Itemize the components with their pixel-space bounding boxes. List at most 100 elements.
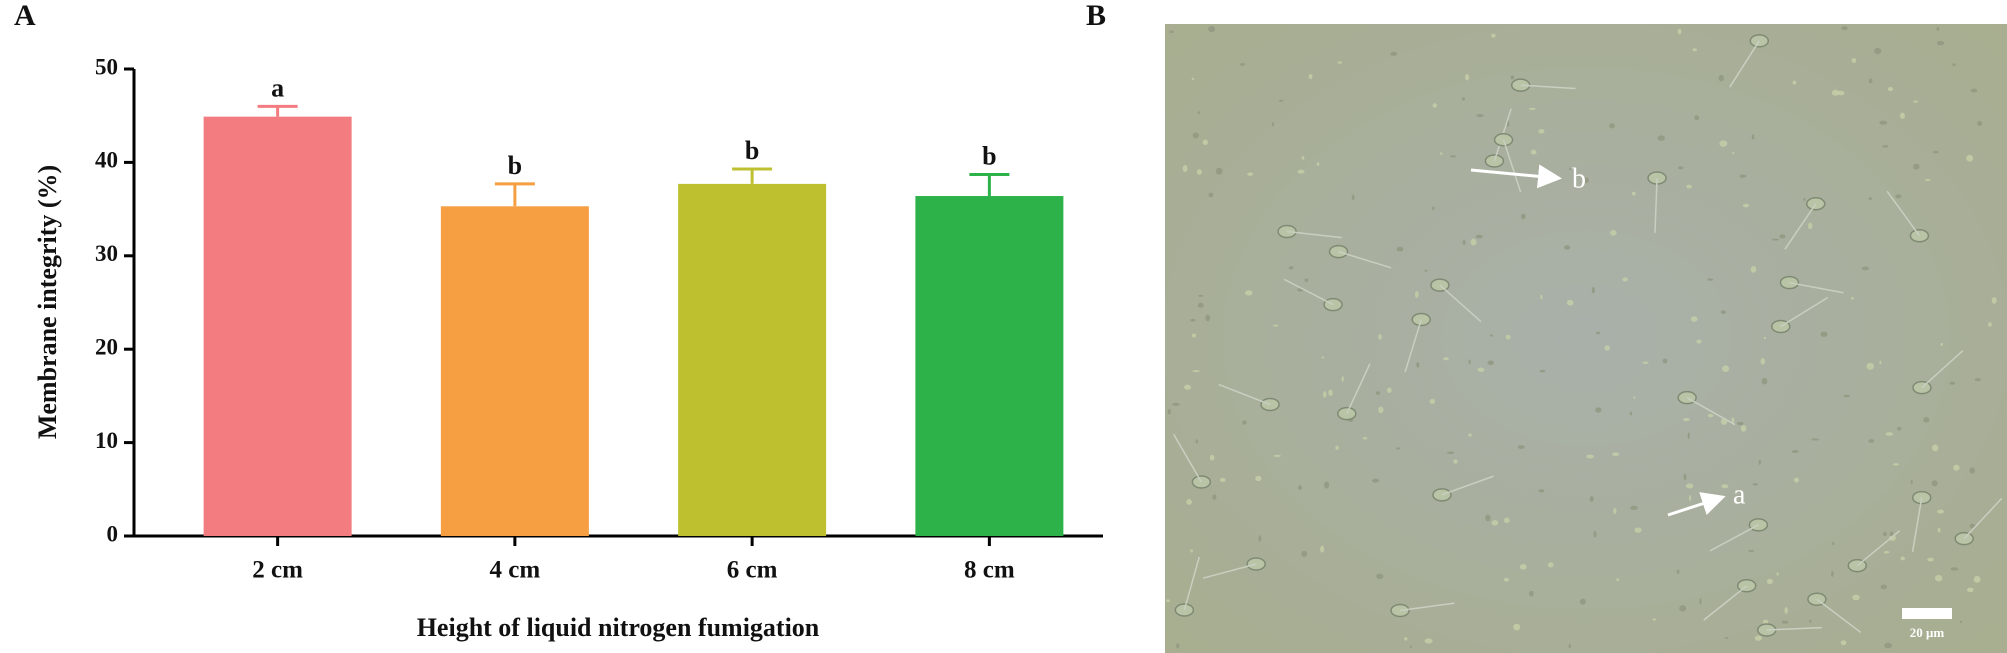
speck xyxy=(1761,377,1768,385)
sperm-tail xyxy=(1709,524,1759,552)
speck xyxy=(1596,331,1601,335)
speck xyxy=(1376,573,1384,580)
speck xyxy=(1687,432,1690,440)
sperm-tail xyxy=(1173,434,1203,483)
speck xyxy=(1297,169,1305,174)
x-axis-title: Height of liquid nitrogen fumigation xyxy=(417,613,820,642)
speck xyxy=(1631,191,1636,196)
sperm-tail xyxy=(1911,497,1923,552)
speck xyxy=(1378,406,1384,414)
speck xyxy=(1273,324,1279,327)
speck xyxy=(1952,63,1956,67)
sperm-tail xyxy=(1286,230,1342,239)
speck xyxy=(1689,494,1692,502)
speck xyxy=(1897,426,1902,431)
speck xyxy=(1593,530,1597,538)
speck xyxy=(1197,302,1204,308)
speck xyxy=(1184,384,1191,390)
speck xyxy=(1432,103,1437,108)
speck xyxy=(1742,203,1750,208)
speck xyxy=(1591,286,1595,294)
speck xyxy=(1766,578,1773,585)
speck xyxy=(1610,229,1617,236)
speck xyxy=(1468,433,1472,437)
speck xyxy=(1868,439,1875,443)
speck xyxy=(1679,605,1687,612)
speck xyxy=(1446,451,1455,455)
speck xyxy=(1642,361,1649,364)
speck xyxy=(1323,391,1327,398)
sperm-tail xyxy=(1963,497,2003,540)
bar xyxy=(203,116,352,536)
speck xyxy=(1923,417,1930,423)
speck xyxy=(1404,637,1408,641)
speck xyxy=(1258,535,1262,542)
speck xyxy=(1530,149,1537,155)
speck xyxy=(1937,527,1941,533)
speck xyxy=(1634,527,1642,533)
y-tick-label: 20 xyxy=(95,334,118,359)
speck xyxy=(1568,644,1572,649)
sperm-tail xyxy=(1441,475,1494,496)
arrow xyxy=(1470,164,1562,189)
speck xyxy=(1771,238,1779,241)
speck xyxy=(1832,541,1835,546)
speck xyxy=(1586,454,1594,459)
speck xyxy=(1892,463,1900,466)
speck xyxy=(1271,122,1275,127)
speck xyxy=(1453,459,1458,464)
sperm-tail xyxy=(1346,363,1371,414)
speck xyxy=(1852,594,1860,601)
sperm-tail xyxy=(1202,563,1257,579)
y-tick-label: 10 xyxy=(95,428,118,453)
speck xyxy=(1191,333,1196,338)
speck xyxy=(1932,150,1939,154)
panel-label: A xyxy=(14,0,36,32)
speck xyxy=(1337,61,1343,64)
speck xyxy=(1900,556,1906,561)
error-bar xyxy=(494,182,535,207)
speck xyxy=(1622,277,1628,282)
speck xyxy=(1528,107,1536,110)
speck xyxy=(1505,334,1511,340)
speck xyxy=(1519,564,1527,570)
speck xyxy=(1616,578,1620,582)
speck xyxy=(1539,369,1546,373)
speck xyxy=(1186,499,1192,505)
speck xyxy=(1754,635,1762,641)
speck xyxy=(1240,63,1246,66)
y-axis-title: Membrane integrity (%) xyxy=(33,165,62,439)
sperm-tail xyxy=(1789,281,1844,294)
speck xyxy=(1739,174,1747,178)
speck xyxy=(1868,197,1873,200)
arrow xyxy=(1667,492,1726,517)
speck xyxy=(1692,48,1697,52)
speck xyxy=(1866,362,1875,370)
y-tick-label: 0 xyxy=(107,521,119,546)
speck xyxy=(1301,550,1308,557)
speck xyxy=(1882,144,1889,148)
speck xyxy=(1279,99,1284,102)
speck xyxy=(1831,570,1834,577)
error-bar xyxy=(969,173,1010,197)
sperm-tail xyxy=(1729,40,1760,88)
speck xyxy=(1883,550,1890,554)
speck xyxy=(1450,155,1456,158)
speck xyxy=(1538,489,1545,493)
speck xyxy=(1468,359,1471,365)
speck xyxy=(1212,494,1217,500)
speck xyxy=(1910,479,1913,485)
speck xyxy=(1396,246,1404,252)
bar xyxy=(678,183,827,536)
speck xyxy=(1724,636,1729,639)
speck xyxy=(1851,58,1857,63)
speck xyxy=(1328,389,1333,397)
speck xyxy=(1662,358,1668,364)
sperm-tail xyxy=(1218,383,1271,406)
speck xyxy=(1682,417,1690,422)
speck xyxy=(1443,357,1449,361)
sperm-tail xyxy=(1404,319,1422,373)
speck xyxy=(1940,342,1944,346)
speck xyxy=(1736,421,1744,426)
speck xyxy=(1966,154,1974,162)
